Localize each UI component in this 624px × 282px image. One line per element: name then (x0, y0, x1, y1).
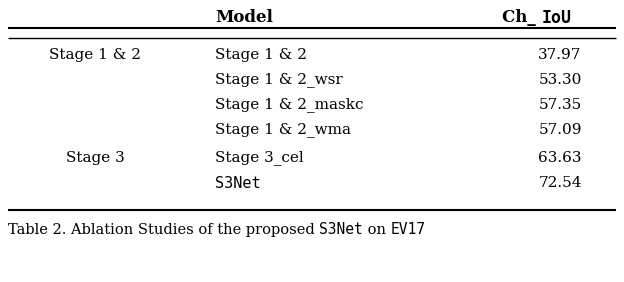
Text: 72.54: 72.54 (539, 176, 582, 190)
Text: Stage 1 & 2: Stage 1 & 2 (49, 48, 141, 62)
Text: Stage 1 & 2: Stage 1 & 2 (215, 48, 307, 62)
Text: Stage 1 & 2_maskc: Stage 1 & 2_maskc (215, 98, 364, 113)
Text: Stage 1 & 2_wma: Stage 1 & 2_wma (215, 123, 351, 137)
Text: on: on (363, 223, 391, 237)
Text: Ch_: Ch_ (502, 10, 542, 27)
Text: 53.30: 53.30 (539, 73, 582, 87)
Text: 37.97: 37.97 (539, 48, 582, 62)
Text: 57.35: 57.35 (539, 98, 582, 112)
Text: Stage 3: Stage 3 (66, 151, 124, 165)
Text: Stage 3_cel: Stage 3_cel (215, 151, 304, 166)
Text: 57.09: 57.09 (539, 123, 582, 137)
Text: S3Net: S3Net (319, 222, 363, 237)
Text: Model: Model (215, 10, 273, 27)
Text: IoU: IoU (542, 9, 572, 27)
Text: EV17: EV17 (391, 222, 426, 237)
Text: Table 2. Ablation Studies of the proposed: Table 2. Ablation Studies of the propose… (8, 223, 319, 237)
Text: 63.63: 63.63 (539, 151, 582, 165)
Text: Stage 1 & 2_wsr: Stage 1 & 2_wsr (215, 72, 343, 87)
Text: S3Net: S3Net (215, 175, 261, 191)
